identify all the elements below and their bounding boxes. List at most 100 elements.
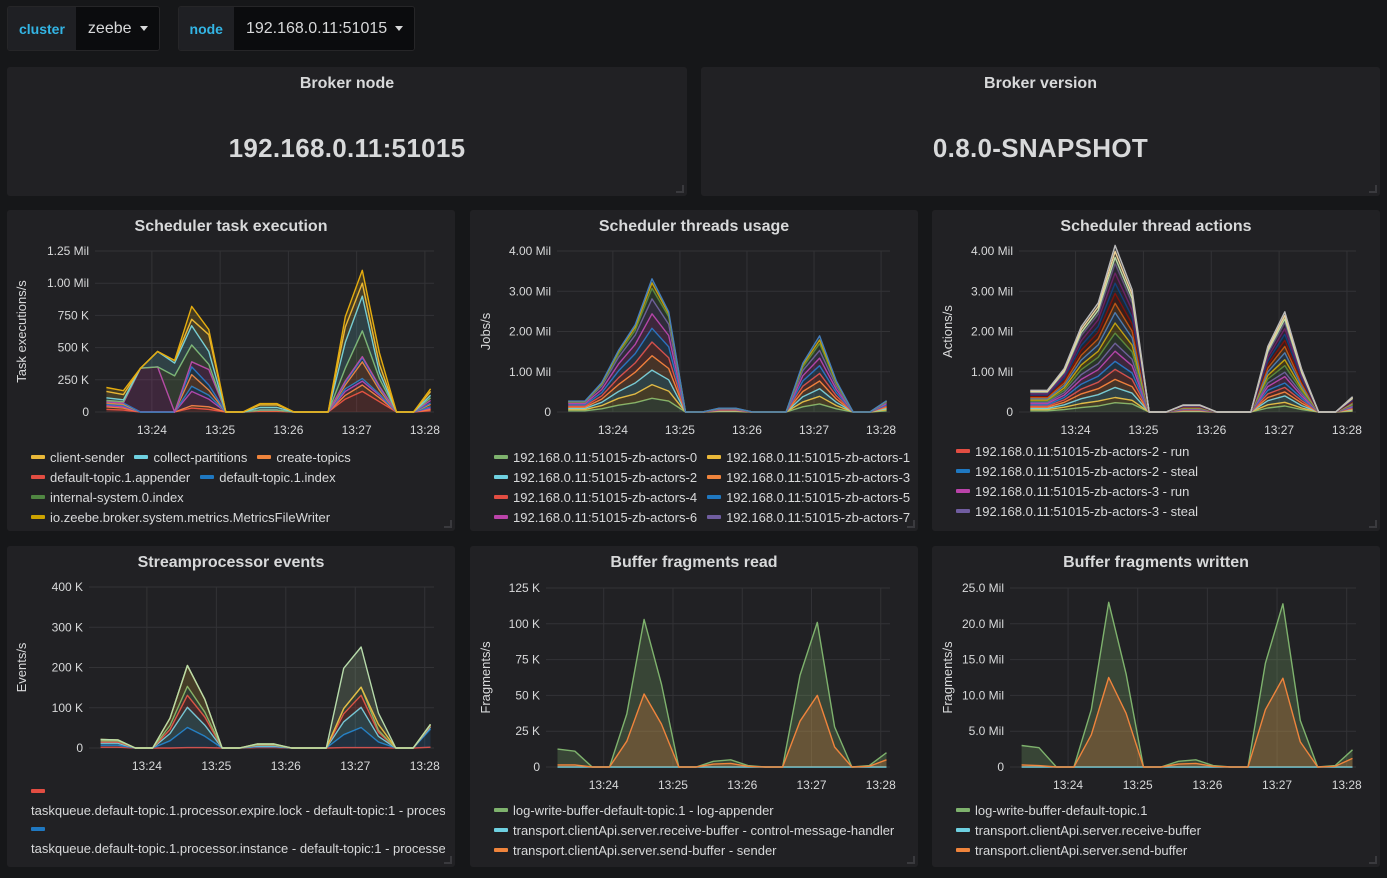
legend-item[interactable]: taskqueue.default-topic.1.processor.inst… <box>31 821 445 859</box>
legend-item[interactable]: 192.168.0.11:51015-zb-actors-5 <box>707 487 910 507</box>
chart-legend: 192.168.0.11:51015-zb-actors-2 - run 192.… <box>956 441 1370 521</box>
series-line[interactable] <box>557 693 887 768</box>
series-line[interactable] <box>1030 244 1354 413</box>
series-area <box>1030 387 1353 412</box>
panel-title[interactable]: Scheduler thread actions <box>1060 218 1252 235</box>
legend-label: client-sender <box>50 449 125 465</box>
chart-plot[interactable]: 0 5.0 Mil 10.0 Mil 15.0 Mil 20.0 Mil 25.0 Mil… <box>932 546 1380 792</box>
legend-item[interactable]: 192.168.0.11:51015-zb-actors-3 - run <box>956 481 1370 501</box>
legend-item[interactable]: io.zeebe.broker.system.metrics.MetricsFi… <box>31 507 445 527</box>
legend-item[interactable]: collect-partitions <box>134 447 247 467</box>
legend-item[interactable]: 192.168.0.11:51015-zb-actors-2 - run <box>956 441 1370 461</box>
panel-title[interactable]: Broker node <box>299 75 395 92</box>
resize-handle-icon[interactable] <box>1369 185 1377 193</box>
legend-item[interactable]: 192.168.0.11:51015-zb-actors-2 <box>494 467 697 487</box>
chart-plot[interactable]: 0 100 K 200 K 300 K 400 K 13:24 13:25 13:26 13:2… <box>7 546 455 776</box>
y-tick-label: 2.00 Mil <box>509 325 551 339</box>
legend-item[interactable]: transport.clientApi.server.receive-buffe… <box>494 820 908 840</box>
chart-legend: log-write-buffer-default-topic.1 - log-a… <box>494 800 908 860</box>
legend-item[interactable]: 192.168.0.11:51015-zb-actors-7 <box>707 507 910 527</box>
legend-color-swatch <box>200 475 215 479</box>
legend-color-swatch <box>956 848 970 852</box>
legend-item[interactable]: 192.168.0.11:51015-zb-actors-3 <box>707 467 910 487</box>
chart-plot[interactable]: 0 1.00 Mil 2.00 Mil 3.00 Mil 4.00 Mil 13:24 13… <box>470 210 918 440</box>
y-tick-label: 15.0 Mil <box>962 653 1004 667</box>
template-variables-bar: cluster zeebe node 192.168.0.11:51015 <box>7 6 416 51</box>
series-area <box>100 647 431 748</box>
series-line[interactable] <box>100 746 431 749</box>
legend-item[interactable]: default-topic.1.appender <box>31 467 190 487</box>
series-line[interactable] <box>100 726 432 749</box>
series-area <box>100 665 431 748</box>
legend-item[interactable]: transport.clientApi.server.send-buffer -… <box>494 840 908 860</box>
legend-item[interactable]: default-topic.1.index <box>200 467 336 487</box>
panel-title[interactable]: Scheduler task execution <box>134 218 328 235</box>
chart-plot[interactable]: 0 25 K 50 K 75 K 100 K 125 K 13:24 13:25 13:26 13… <box>470 546 918 792</box>
x-tick-label: 13:24 <box>598 423 628 437</box>
x-tick-label: 13:26 <box>1196 423 1226 437</box>
legend-item[interactable]: internal-system.0.index <box>31 487 445 507</box>
series-line[interactable] <box>106 330 432 413</box>
series-area <box>100 727 431 748</box>
series-line[interactable] <box>1021 601 1353 768</box>
x-tick-label: 13:25 <box>1128 423 1158 437</box>
x-tick-label: 13:24 <box>1061 423 1091 437</box>
legend-item[interactable]: client-sender <box>31 447 124 467</box>
legend-label: io.zeebe.broker.system.metrics.MetricsFi… <box>50 509 331 525</box>
variable-cluster-value: zeebe <box>87 19 132 37</box>
legend-label: log-write-buffer-default-topic.1 - log-a… <box>513 802 774 818</box>
resize-handle-icon[interactable] <box>444 520 452 528</box>
legend-item[interactable]: transport.clientApi.server.receive-buffe… <box>956 820 1370 840</box>
x-tick-label: 13:26 <box>271 759 301 773</box>
legend-item[interactable]: create-topics <box>257 447 351 467</box>
legend-item[interactable]: 192.168.0.11:51015-zb-actors-3 - steal <box>956 501 1370 521</box>
panel-title[interactable]: Broker version <box>984 75 1097 92</box>
resize-handle-icon[interactable] <box>1369 856 1377 864</box>
chart-plot[interactable]: 0 250 K 500 K 750 K 1.00 Mil 1.25 Mil 13:24 13:… <box>7 210 455 440</box>
resize-handle-icon[interactable] <box>676 185 684 193</box>
legend-color-swatch <box>31 475 45 479</box>
panel-title[interactable]: Buffer fragments read <box>610 554 778 571</box>
legend-item[interactable]: 192.168.0.11:51015-zb-actors-1 <box>707 447 910 467</box>
legend-label: 192.168.0.11:51015-zb-actors-3 - steal <box>975 503 1199 519</box>
panel-broker-node: Broker node 192.168.0.11:51015 <box>7 67 687 196</box>
resize-handle-icon[interactable] <box>907 520 915 528</box>
panel-title[interactable]: Streamprocessor events <box>137 554 325 571</box>
series-line[interactable] <box>568 278 887 413</box>
legend-item[interactable]: taskqueue.default-topic.1.processor.expi… <box>31 783 445 821</box>
chart-plot[interactable]: 0 1.00 Mil 2.00 Mil 3.00 Mil 4.00 Mil 13:24 13… <box>932 210 1380 440</box>
resize-handle-icon[interactable] <box>1369 520 1377 528</box>
resize-handle-icon[interactable] <box>907 856 915 864</box>
variable-node-dropdown[interactable]: 192.168.0.11:51015 <box>233 7 415 50</box>
series-area <box>568 370 887 412</box>
legend-item[interactable]: transport.clientApi.server.send-buffer <box>956 840 1370 860</box>
series-area <box>1030 333 1353 412</box>
resize-handle-icon[interactable] <box>444 856 452 864</box>
x-tick-label: 13:24 <box>137 423 167 437</box>
legend-label: 192.168.0.11:51015-zb-actors-6 <box>513 509 698 525</box>
legend-color-swatch <box>707 475 722 479</box>
legend-item[interactable]: 192.168.0.11:51015-zb-actors-4 <box>494 487 697 507</box>
series-line[interactable] <box>1021 676 1353 768</box>
legend-item[interactable]: log-write-buffer-default-topic.1 - log-a… <box>494 800 908 820</box>
legend-item[interactable]: 192.168.0.11:51015-zb-actors-6 <box>494 507 697 527</box>
x-tick-label: 13:28 <box>866 423 896 437</box>
legend-item[interactable]: 192.168.0.11:51015-zb-actors-2 - steal <box>956 461 1370 481</box>
series-line[interactable] <box>557 618 887 768</box>
series-area <box>1030 273 1353 412</box>
series-line[interactable] <box>100 646 432 749</box>
legend-label: 192.168.0.11:51015-zb-actors-2 - run <box>975 443 1190 459</box>
legend-item[interactable]: log-write-buffer-default-topic.1 <box>956 800 1370 820</box>
series-area <box>106 391 431 412</box>
legend-color-swatch <box>31 515 45 519</box>
series-line[interactable] <box>106 269 432 413</box>
panel-title[interactable]: Scheduler threads usage <box>598 218 790 235</box>
variable-cluster-dropdown[interactable]: zeebe <box>75 7 159 50</box>
caret-down-icon <box>139 26 148 31</box>
panel-title[interactable]: Buffer fragments written <box>1063 554 1249 571</box>
legend-color-swatch <box>494 828 508 832</box>
y-tick-label: 20.0 Mil <box>962 617 1004 631</box>
y-tick-label: 1.00 Mil <box>509 365 551 379</box>
legend-item[interactable]: 192.168.0.11:51015-zb-actors-0 <box>494 447 697 467</box>
x-tick-label: 13:25 <box>665 423 695 437</box>
